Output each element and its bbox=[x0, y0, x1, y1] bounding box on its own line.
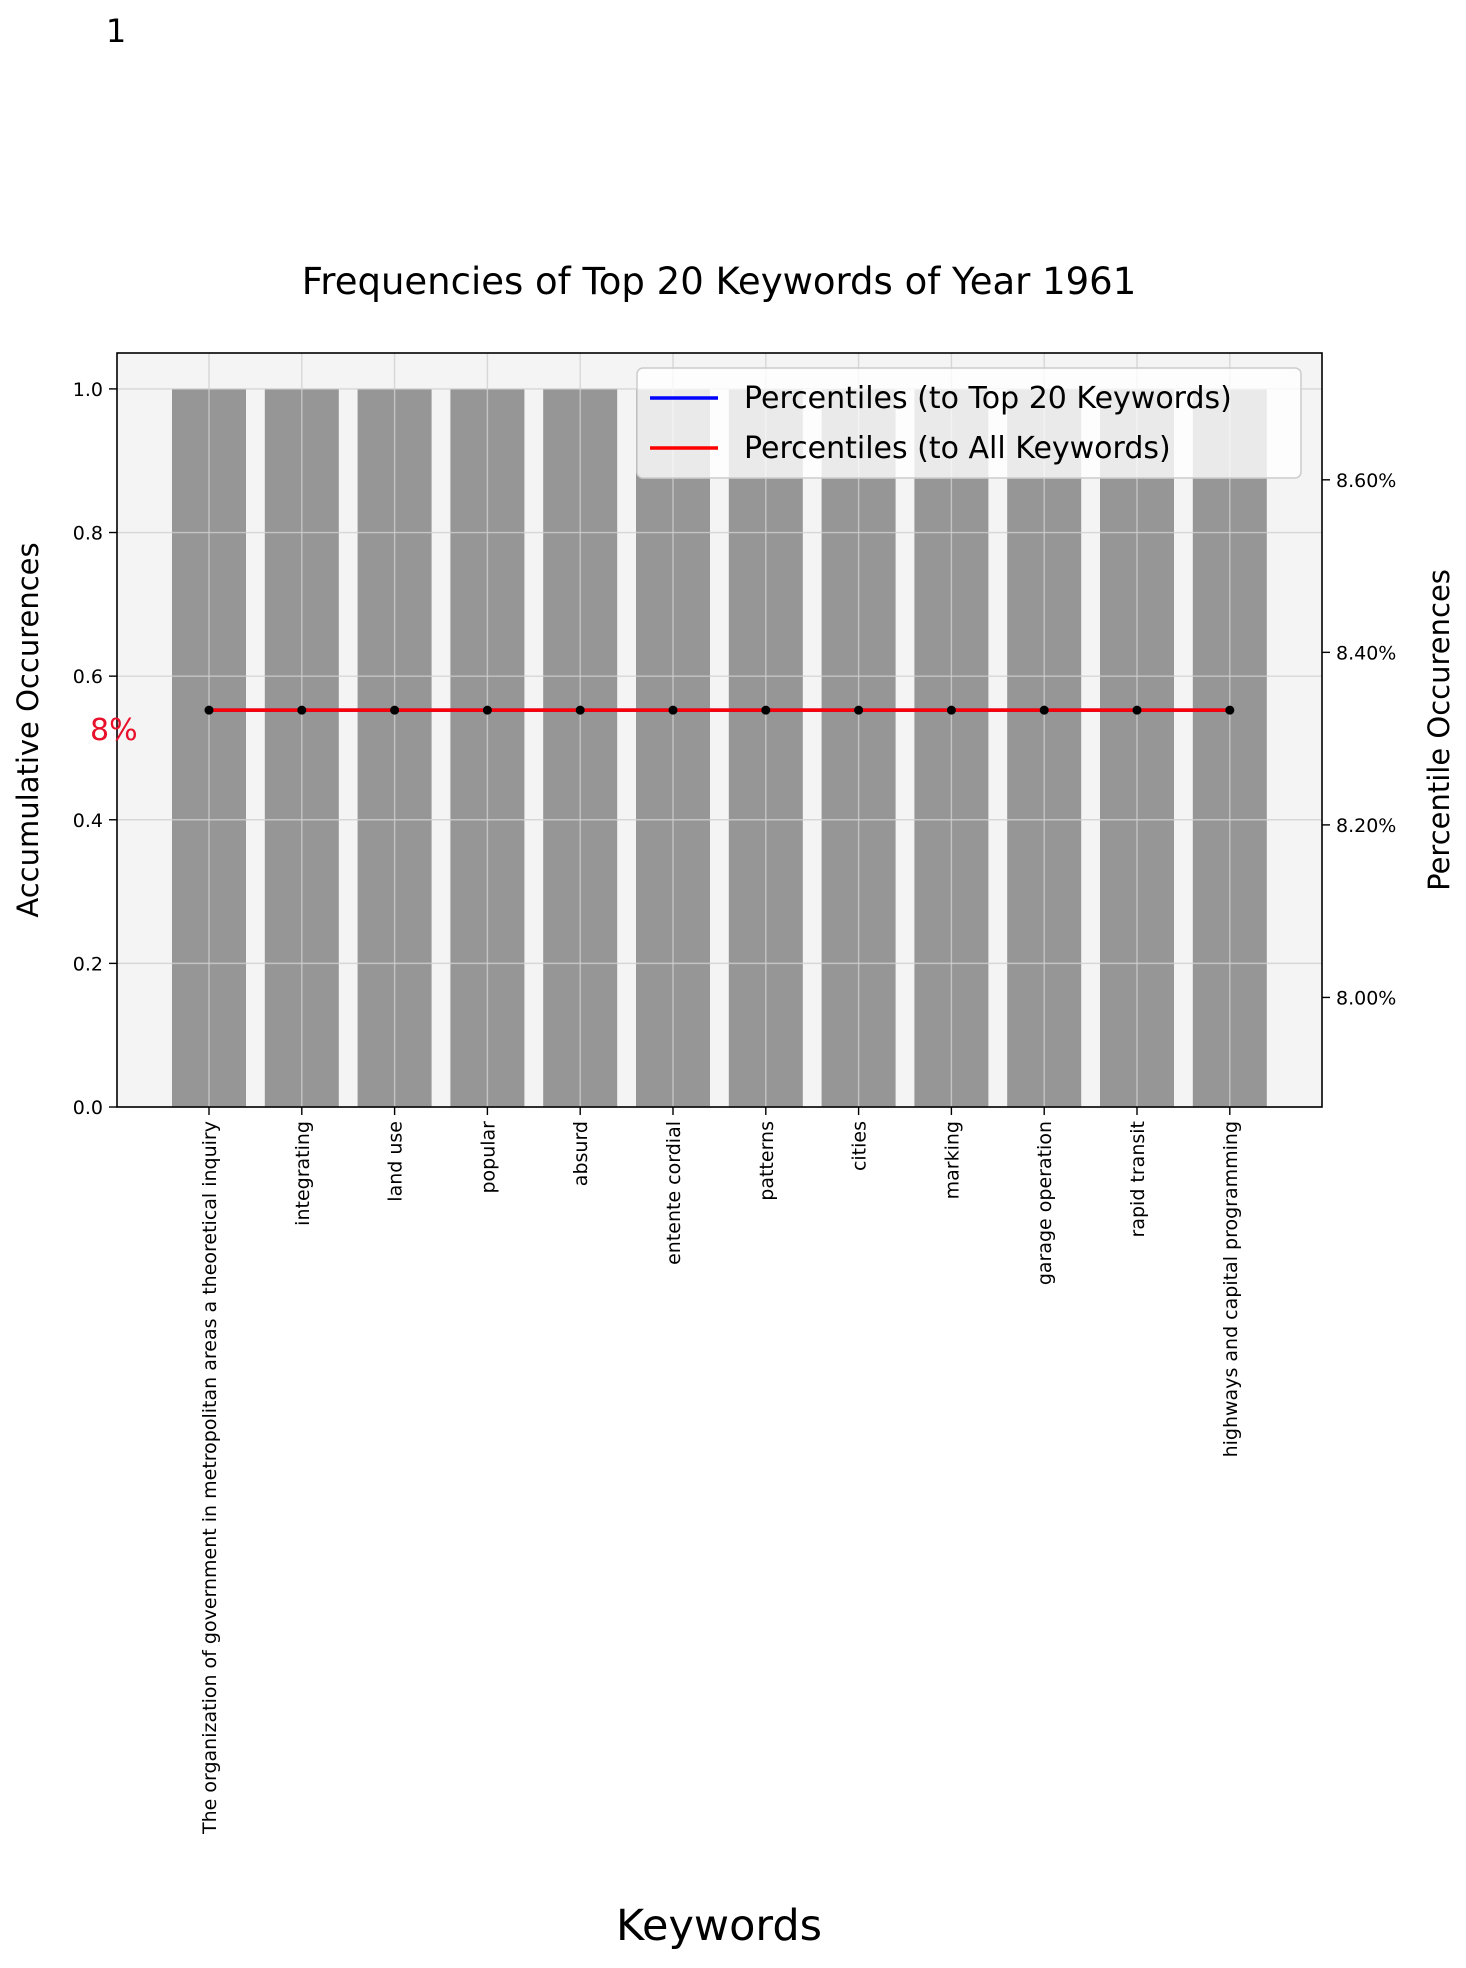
data-point bbox=[668, 705, 678, 715]
data-point bbox=[1225, 705, 1235, 715]
data-point bbox=[1039, 705, 1049, 715]
percentile-lines-group bbox=[204, 705, 1235, 715]
data-point bbox=[1132, 705, 1142, 715]
plot-frame bbox=[116, 352, 1323, 1108]
left-y-axis: 0.0 0.2 0.4 0.6 0.8 1.0 bbox=[73, 379, 117, 1119]
x-tick-label: entente cordial bbox=[663, 1121, 685, 1265]
x-axis-label: Keywords bbox=[616, 1901, 822, 1951]
data-point bbox=[761, 705, 771, 715]
chart-title: Frequencies of Top 20 Keywords of Year 1… bbox=[302, 260, 1137, 303]
x-tick-label: cities bbox=[849, 1121, 871, 1171]
x-tick-label: rapid transit bbox=[1127, 1121, 1149, 1237]
x-tick-label: The organization of government in metrop… bbox=[199, 1121, 221, 1835]
y-right-tick-label: 8.20% bbox=[1336, 815, 1396, 837]
x-tick-label: garage operation bbox=[1034, 1121, 1056, 1285]
data-point bbox=[854, 705, 864, 715]
x-tick-label: patterns bbox=[756, 1121, 778, 1201]
data-point bbox=[297, 705, 307, 715]
y-tick-label: 0.4 bbox=[73, 810, 103, 832]
x-axis: The organization of government in metrop… bbox=[199, 1107, 1242, 1835]
y-axis-label-right: Percentile Occurences bbox=[1422, 569, 1456, 891]
y-tick-label: 0.0 bbox=[73, 1097, 103, 1119]
y-tick-label: 1.0 bbox=[73, 379, 103, 401]
data-point bbox=[946, 705, 956, 715]
annotation-percent: 8% bbox=[90, 713, 138, 748]
x-tick-label: highways and capital programming bbox=[1220, 1121, 1242, 1457]
y-tick-label: 0.8 bbox=[73, 523, 103, 545]
data-point bbox=[575, 705, 585, 715]
legend: Percentiles (to Top 20 Keywords) Percent… bbox=[636, 367, 1302, 479]
y-right-tick-label: 8.60% bbox=[1336, 470, 1396, 492]
data-point bbox=[390, 705, 400, 715]
y-right-tick-label: 8.00% bbox=[1336, 987, 1396, 1009]
x-tick-label: popular bbox=[477, 1121, 499, 1194]
legend-label-top20: Percentiles (to Top 20 Keywords) bbox=[744, 381, 1232, 416]
x-tick-label: marking bbox=[941, 1121, 963, 1199]
legend-label-all: Percentiles (to All Keywords) bbox=[744, 431, 1171, 466]
y-tick-label: 0.2 bbox=[73, 953, 103, 975]
data-point bbox=[482, 705, 492, 715]
y-right-tick-label: 8.40% bbox=[1336, 642, 1396, 664]
data-point bbox=[204, 705, 214, 715]
legend-box bbox=[636, 367, 1302, 479]
x-tick-label: integrating bbox=[292, 1121, 314, 1226]
y-tick-label: 0.6 bbox=[73, 666, 103, 688]
y-axis-label-left: Accumulative Occurences bbox=[11, 542, 45, 917]
x-tick-label: land use bbox=[385, 1121, 407, 1202]
right-y-axis: 8.00% 8.20% 8.40% 8.60% bbox=[1322, 470, 1396, 1009]
page-number: 1 bbox=[106, 12, 126, 50]
x-tick-label: absurd bbox=[570, 1121, 592, 1186]
